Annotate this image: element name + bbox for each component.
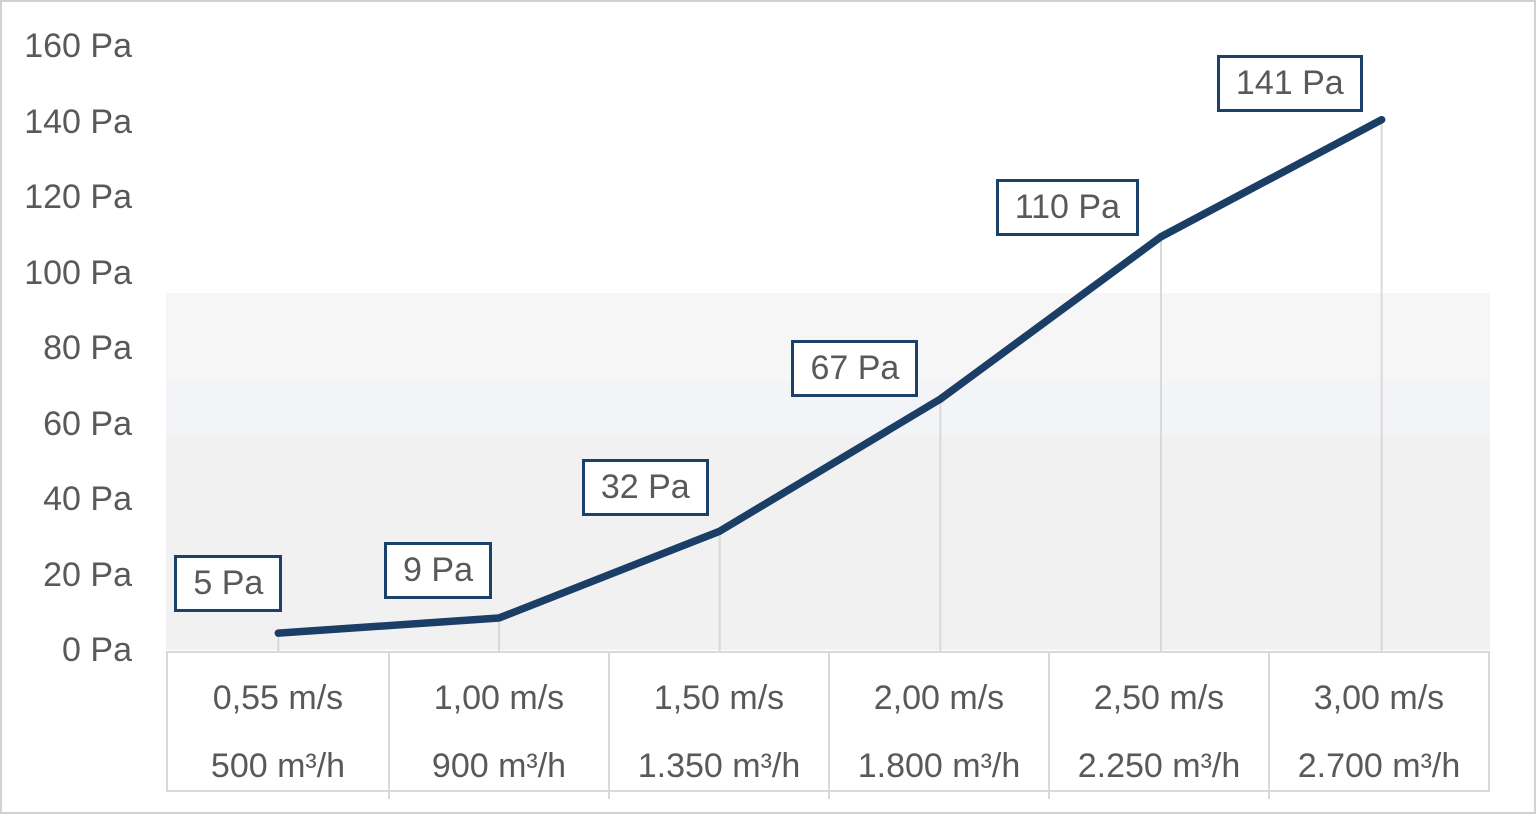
x-axis-cell: 3,00 m/s 2.700 m³/h <box>1268 653 1488 799</box>
flow-label: 2.250 m³/h <box>1077 747 1241 785</box>
flow-label: 1.800 m³/h <box>857 747 1021 785</box>
y-axis-tick-label: 80 Pa <box>43 329 132 367</box>
y-axis-tick-label: 40 Pa <box>43 480 132 518</box>
flow-label: 500 m³/h <box>210 747 346 785</box>
data-point-label: 9 Pa <box>384 542 492 600</box>
velocity-label: 1,50 m/s <box>653 679 785 717</box>
flow-label: 900 m³/h <box>431 747 567 785</box>
y-axis-tick-label: 100 Pa <box>24 253 132 292</box>
x-axis-table: 0,55 m/s 500 m³/h 1,00 m/s 900 m³/h 1,50 m/s… <box>166 651 1490 799</box>
data-point-label: 5 Pa <box>174 555 283 613</box>
y-axis-tick-label: 60 Pa <box>43 404 132 443</box>
flow-label: 2.700 m³/h <box>1297 747 1461 785</box>
droplines-group <box>277 119 1383 652</box>
data-point-label: 110 Pa <box>995 178 1139 236</box>
velocity-label: 2,50 m/s <box>1093 679 1225 717</box>
x-axis-cell: 2,00 m/s 1.800 m³/h <box>828 653 1048 799</box>
y-axis-tick-label: 0 Pa <box>62 631 132 669</box>
y-axis-tick-label: 160 Pa <box>24 27 132 65</box>
x-axis-cell: 0,55 m/s 500 m³/h <box>168 653 388 799</box>
y-axis-tick-label: 20 Pa <box>43 555 132 594</box>
x-axis-cell: 2,50 m/s 2.250 m³/h <box>1048 653 1268 799</box>
y-axis-tick-label: 140 Pa <box>24 102 132 141</box>
velocity-label: 1,00 m/s <box>433 679 565 717</box>
y-axis-tick-label: 120 Pa <box>24 178 132 216</box>
data-point-label: 32 Pa <box>581 459 709 517</box>
velocity-label: 3,00 m/s <box>1313 679 1445 717</box>
x-axis-cell: 1,50 m/s 1.350 m³/h <box>608 653 828 799</box>
x-axis-cell: 1,00 m/s 900 m³/h <box>388 653 608 799</box>
flow-label: 1.350 m³/h <box>637 747 801 785</box>
pressure-line <box>274 115 1386 637</box>
velocity-label: 0,55 m/s <box>212 679 344 717</box>
data-point-label: 141 Pa <box>1216 54 1363 112</box>
velocity-label: 2,00 m/s <box>873 679 1005 717</box>
data-point-label: 67 Pa <box>791 340 919 398</box>
